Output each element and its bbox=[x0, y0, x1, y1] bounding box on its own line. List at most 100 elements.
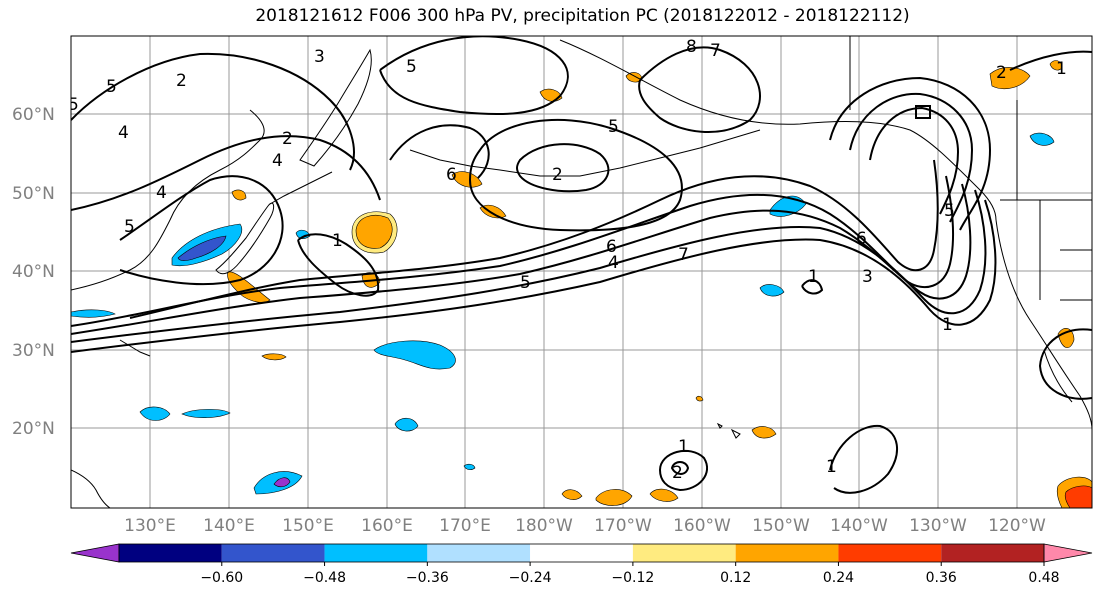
pv-contour-east-pacific-30n bbox=[1038, 328, 1092, 400]
pv-contour-jet-5 bbox=[129, 159, 939, 319]
pv-label-1: 5 bbox=[106, 77, 117, 97]
pv-label-12: 2 bbox=[552, 165, 563, 185]
pv-contours bbox=[71, 36, 1092, 494]
pv-label-30: 1 bbox=[1056, 59, 1067, 79]
pv-label-16: 1 bbox=[332, 231, 343, 251]
pv-contour-small-20n-170w bbox=[658, 449, 708, 492]
colorbar-tick-label: 0.48 bbox=[1028, 570, 1059, 586]
colorbar-extend-low bbox=[70, 543, 120, 563]
lat-label-50n: 50°N bbox=[12, 184, 55, 204]
pv-contour-cyclone-inner bbox=[516, 143, 610, 193]
colorbar-tick-label: −0.48 bbox=[303, 570, 346, 586]
colorbar-segment bbox=[632, 544, 736, 562]
lon-label-160e: 160°E bbox=[361, 516, 413, 536]
coast-hawaii bbox=[716, 422, 741, 439]
coastlines bbox=[71, 36, 1092, 508]
lon-label-150w: 150°W bbox=[752, 516, 810, 536]
map-title: 2018121612 F006 300 hPa PV, precipitatio… bbox=[255, 6, 910, 26]
pv-label-18: 4 bbox=[608, 253, 619, 273]
pv-contour-jet-2 bbox=[71, 189, 987, 343]
colorbar-tick-label: −0.36 bbox=[406, 570, 449, 586]
lon-label-160w: 160°W bbox=[673, 516, 731, 536]
pv-label-7: 5 bbox=[406, 57, 417, 77]
precip-area-west-20n-b bbox=[181, 409, 231, 418]
precip-area-50n-165e bbox=[451, 171, 483, 188]
coast-kurils bbox=[269, 171, 333, 205]
lon-label-150e: 150°E bbox=[282, 516, 334, 536]
colorbar-segment bbox=[838, 544, 942, 562]
colorbar-segment bbox=[735, 544, 839, 562]
pv-label-3: 3 bbox=[314, 47, 325, 67]
lat-label-30n: 30°N bbox=[12, 341, 55, 361]
precip-area-20n-mid bbox=[394, 417, 419, 432]
precip-positive-areas bbox=[227, 60, 1092, 508]
pv-label-28: 1 bbox=[808, 267, 819, 287]
pv-label-25: 1 bbox=[678, 437, 689, 457]
lon-label-140e: 140°E bbox=[203, 516, 255, 536]
precip-area-45n-150e bbox=[295, 229, 311, 239]
colorbar-tick-label: 0.12 bbox=[720, 570, 751, 586]
pv-contour-alaska-ridge-2 bbox=[849, 92, 974, 223]
precip-area-15n-170w-b bbox=[649, 488, 679, 502]
lat-label-60n: 60°N bbox=[12, 105, 55, 125]
pv-label-10: 5 bbox=[608, 117, 619, 137]
pv-contour-alaska-inner bbox=[915, 105, 931, 119]
pv-label-6: 7 bbox=[710, 41, 721, 61]
pv-label-15: 5 bbox=[944, 201, 955, 221]
lon-label-120w: 120°W bbox=[988, 516, 1046, 536]
lon-label-140w: 140°W bbox=[830, 516, 888, 536]
pv-contour-jet-3 bbox=[71, 183, 972, 335]
colorbar-tick-label: 0.24 bbox=[823, 570, 854, 586]
precip-area-west-35n bbox=[71, 309, 116, 318]
precip-area-alaska bbox=[1029, 132, 1055, 146]
map-frame bbox=[70, 35, 1093, 509]
colorbar-tick-label: −0.60 bbox=[200, 570, 243, 586]
lon-label-180w: 180°W bbox=[515, 516, 573, 536]
coast-philippines bbox=[71, 469, 111, 508]
precip-area-west-20n-a bbox=[139, 406, 171, 421]
colorbar: −0.60 −0.48 −0.36 −0.24 −0.12 0.12 0.24 0.36 0.4… bbox=[70, 543, 1093, 586]
border-provinces bbox=[1016, 100, 1092, 301]
pv-label-2: 2 bbox=[176, 71, 187, 91]
pv-contour-bering-north bbox=[638, 46, 761, 133]
precip-area-15n-170w-a bbox=[595, 489, 633, 506]
lon-label-170w: 170°W bbox=[594, 516, 652, 536]
pv-label-29: 2 bbox=[996, 63, 1007, 83]
precip-area-pacific-30n bbox=[373, 340, 456, 370]
pv-label-26: 2 bbox=[672, 463, 683, 483]
colorbar-outline bbox=[118, 543, 1045, 563]
pv-contour-asia-upper bbox=[71, 52, 355, 171]
precip-core-15n-west bbox=[273, 477, 291, 488]
coast-kamchatka bbox=[299, 48, 372, 167]
pv-label-9: 6 bbox=[446, 165, 457, 185]
pv-contour-alaska-ridge-3 bbox=[869, 106, 960, 215]
pv-contour-small-40n-150w bbox=[801, 279, 824, 295]
coast-aleutians bbox=[409, 129, 761, 177]
precip-area-48n-140e bbox=[231, 189, 247, 201]
pv-contour-cyclone-outer bbox=[468, 118, 683, 232]
coast-asia-mainland bbox=[71, 109, 265, 291]
pv-label-17: 6 bbox=[606, 237, 617, 257]
pv-contour-mid-pacific-loop bbox=[389, 124, 490, 179]
pv-contour-subtropic-a bbox=[297, 233, 380, 297]
precip-area-62n-125w bbox=[1049, 60, 1063, 71]
pv-contour-alaska-ridge-1 bbox=[829, 76, 992, 231]
lat-label-20n: 20°N bbox=[12, 419, 55, 439]
lon-label-130e: 130°E bbox=[124, 516, 176, 536]
precip-area-22n-160w bbox=[695, 395, 704, 402]
precip-core-45n-160e bbox=[355, 215, 393, 249]
pv-contour-small-20n-170w-inner bbox=[670, 461, 690, 475]
lat-label-40n: 40°N bbox=[12, 262, 55, 282]
coast-north-america-west bbox=[995, 219, 1092, 431]
pv-contour-ridge-west bbox=[379, 36, 569, 116]
longitude-labels: 130°E 140°E 150°E 160°E 170°E 180°W 170°… bbox=[124, 516, 1046, 536]
coast-taiwan-ryukyu bbox=[119, 339, 151, 357]
colorbar-tick-label: 0.36 bbox=[926, 570, 957, 586]
pv-label-13: 4 bbox=[156, 183, 167, 203]
pv-contour-japan-trough bbox=[119, 175, 284, 286]
pv-contour-jet-1 bbox=[71, 199, 997, 353]
colorbar-extend-high bbox=[1043, 543, 1093, 563]
precip-area-gulf-alaska-north bbox=[989, 67, 1031, 89]
pv-contour-subtropic-140w bbox=[829, 424, 899, 494]
